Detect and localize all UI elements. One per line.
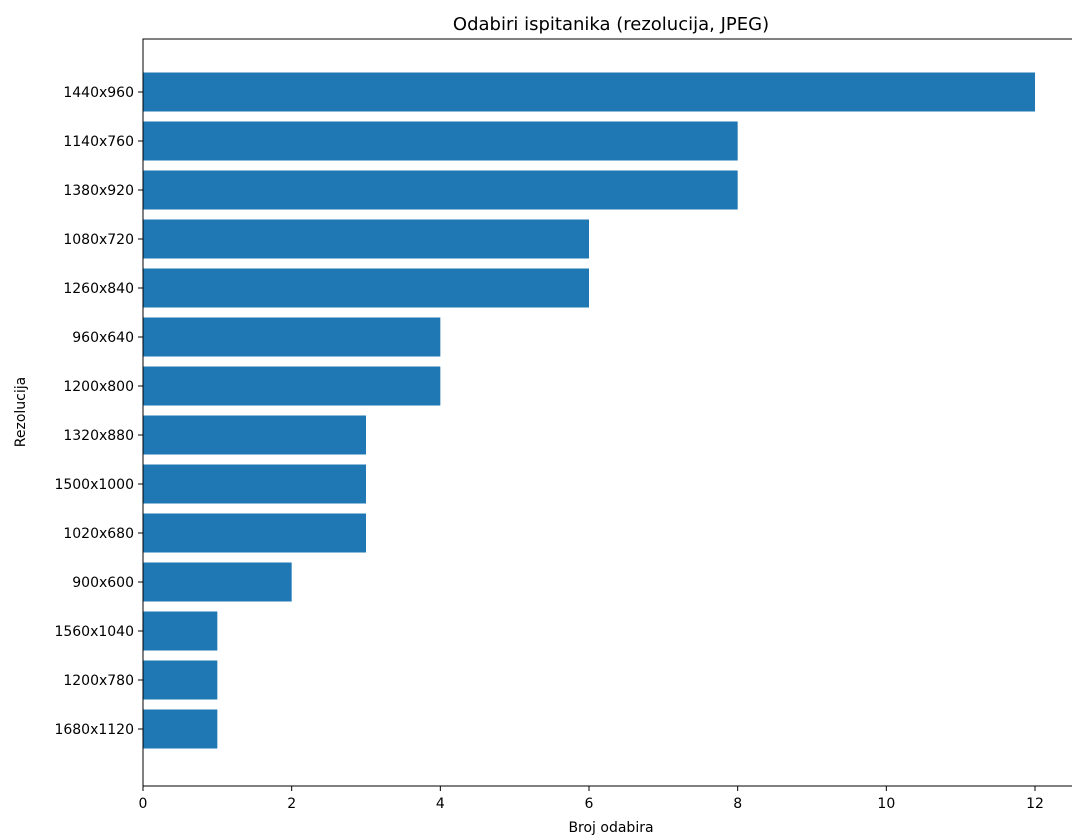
x-tick-label: 10	[877, 796, 895, 812]
bar-960x640	[143, 317, 441, 357]
y-tick-label: 960x640	[72, 330, 134, 346]
y-tick-label: 1200x800	[63, 379, 134, 395]
bar-1200x780	[143, 660, 218, 700]
bar-1200x800	[143, 366, 441, 406]
y-tick-label: 1080x720	[63, 232, 134, 248]
bar-1680x1120	[143, 709, 218, 749]
bar-1440x960	[143, 72, 1035, 112]
y-axis-label: Rezolucija	[13, 377, 29, 447]
bar-1560x1040	[143, 611, 218, 651]
y-tick-label: 1200x780	[63, 673, 134, 689]
x-tick-label: 4	[436, 796, 445, 812]
x-axis-label: Broj odabira	[568, 820, 653, 836]
y-tick-label: 1500x1000	[54, 477, 134, 493]
x-tick-label: 8	[733, 796, 742, 812]
y-tick-label: 1320x880	[63, 428, 134, 444]
bar-1260x840	[143, 268, 589, 308]
plot-frame	[142, 38, 1072, 787]
y-tick-label: 1020x680	[63, 526, 134, 542]
chart-title: Odabiri ispitanika (rezolucija, JPEG)	[453, 14, 769, 35]
bar-1380x920	[143, 170, 738, 210]
y-tick-label: 1140x760	[63, 134, 134, 150]
y-axis-ticks: 1440x960 1140x760 1380x920 1080x720 1260x840…	[54, 85, 143, 738]
y-tick-label: 1260x840	[63, 281, 134, 297]
x-tick-label: 12	[1026, 796, 1044, 812]
bar-1080x720	[143, 219, 589, 259]
x-axis-ticks: 0 2 4 6 8 10 12	[139, 786, 1044, 812]
y-tick-label: 1440x960	[63, 85, 134, 101]
y-tick-label: 1380x920	[63, 183, 134, 199]
bar-1020x680	[143, 513, 366, 553]
bar-1500x1000	[143, 464, 366, 504]
x-tick-label: 0	[139, 796, 148, 812]
bar-1140x760	[143, 121, 738, 161]
x-tick-label: 2	[287, 796, 296, 812]
y-tick-label: 1560x1040	[54, 624, 134, 640]
x-tick-label: 6	[585, 796, 594, 812]
y-tick-label: 1680x1120	[54, 722, 134, 738]
bar-900x600	[143, 562, 292, 602]
bar-1320x880	[143, 415, 366, 455]
bars-group	[143, 72, 1035, 749]
y-tick-label: 900x600	[72, 575, 134, 591]
